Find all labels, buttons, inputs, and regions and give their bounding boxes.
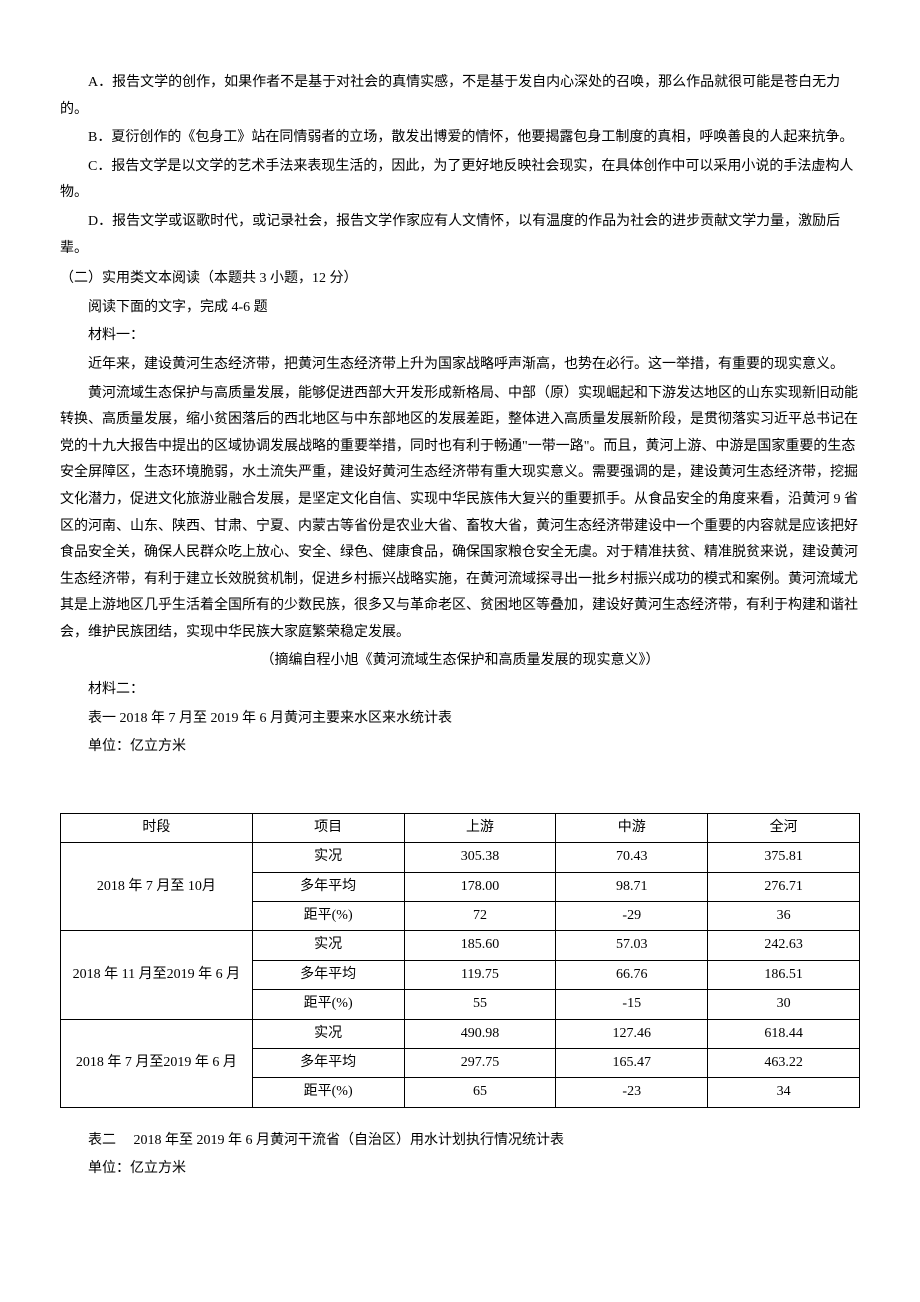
- material-1-paragraph-1: 近年来，建设黄河生态经济带，把黄河生态经济带上升为国家战略呼声渐高，也势在必行。…: [60, 352, 860, 379]
- table-row: 2018 年 7 月至2019 年 6 月 实况 490.98 127.46 6…: [61, 1019, 860, 1048]
- data-cell: 70.43: [556, 843, 708, 872]
- header-item: 项目: [252, 813, 404, 842]
- data-cell: 65: [404, 1078, 556, 1107]
- option-b: B．夏衍创作的《包身工》站在同情弱者的立场，散发出博爱的情怀，他要揭露包身工制度…: [60, 125, 860, 152]
- data-cell: 98.71: [556, 872, 708, 901]
- data-cell: 127.46: [556, 1019, 708, 1048]
- data-cell: 463.22: [708, 1048, 860, 1077]
- header-period: 时段: [61, 813, 253, 842]
- material-2-label: 材料二：: [60, 677, 860, 704]
- item-cell: 多年平均: [252, 872, 404, 901]
- data-cell: 72: [404, 902, 556, 931]
- section-2-heading: （二）实用类文本阅读（本题共 3 小题，12 分）: [60, 266, 860, 293]
- item-cell: 距平(%): [252, 1078, 404, 1107]
- period-cell: 2018 年 7 月至 10月: [61, 843, 253, 931]
- item-cell: 距平(%): [252, 990, 404, 1019]
- material-1-label: 材料一：: [60, 323, 860, 350]
- table-2-unit: 单位：亿立方米: [60, 1156, 860, 1183]
- reading-instruction: 阅读下面的文字，完成 4-6 题: [60, 295, 860, 322]
- option-a: A．报告文学的创作，如果作者不是基于对社会的真情实感，不是基于发自内心深处的召唤…: [60, 70, 860, 123]
- table-1-title: 表一 2018 年 7 月至 2019 年 6 月黄河主要来水区来水统计表: [60, 706, 860, 733]
- data-cell: 490.98: [404, 1019, 556, 1048]
- data-cell: 36: [708, 902, 860, 931]
- item-cell: 多年平均: [252, 960, 404, 989]
- data-cell: 618.44: [708, 1019, 860, 1048]
- header-whole: 全河: [708, 813, 860, 842]
- data-cell: -15: [556, 990, 708, 1019]
- period-cell: 2018 年 7 月至2019 年 6 月: [61, 1019, 253, 1107]
- table-1-unit: 单位：亿立方米: [60, 734, 860, 761]
- item-cell: 实况: [252, 931, 404, 960]
- data-cell: 55: [404, 990, 556, 1019]
- data-cell: 186.51: [708, 960, 860, 989]
- data-cell: 276.71: [708, 872, 860, 901]
- data-cell: 375.81: [708, 843, 860, 872]
- data-cell: 242.63: [708, 931, 860, 960]
- water-statistics-table: 时段 项目 上游 中游 全河 2018 年 7 月至 10月 实况 305.38…: [60, 813, 860, 1108]
- item-cell: 实况: [252, 843, 404, 872]
- data-cell: 185.60: [404, 931, 556, 960]
- data-cell: -23: [556, 1078, 708, 1107]
- data-cell: 119.75: [404, 960, 556, 989]
- data-cell: 305.38: [404, 843, 556, 872]
- header-midstream: 中游: [556, 813, 708, 842]
- data-cell: -29: [556, 902, 708, 931]
- data-cell: 297.75: [404, 1048, 556, 1077]
- table-2-title: 表二 2018 年至 2019 年 6 月黄河干流省（自治区）用水计划执行情况统…: [60, 1128, 860, 1155]
- data-cell: 57.03: [556, 931, 708, 960]
- material-1-paragraph-2: 黄河流域生态保护与高质量发展，能够促进西部大开发形成新格局、中部（原）实现崛起和…: [60, 381, 860, 647]
- data-cell: 178.00: [404, 872, 556, 901]
- data-cell: 66.76: [556, 960, 708, 989]
- period-cell: 2018 年 11 月至2019 年 6 月: [61, 931, 253, 1019]
- material-1-citation: （摘编自程小旭《黄河流域生态保护和高质量发展的现实意义》）: [60, 648, 860, 675]
- data-cell: 34: [708, 1078, 860, 1107]
- option-c: C．报告文学是以文学的艺术手法来表现生活的，因此，为了更好地反映社会现实，在具体…: [60, 154, 860, 207]
- data-cell: 165.47: [556, 1048, 708, 1077]
- header-upstream: 上游: [404, 813, 556, 842]
- spacer: [60, 763, 860, 813]
- table-row: 2018 年 11 月至2019 年 6 月 实况 185.60 57.03 2…: [61, 931, 860, 960]
- table-row: 2018 年 7 月至 10月 实况 305.38 70.43 375.81: [61, 843, 860, 872]
- table-header-row: 时段 项目 上游 中游 全河: [61, 813, 860, 842]
- data-cell: 30: [708, 990, 860, 1019]
- option-d: D．报告文学或讴歌时代，或记录社会，报告文学作家应有人文情怀，以有温度的作品为社…: [60, 209, 860, 262]
- item-cell: 距平(%): [252, 902, 404, 931]
- item-cell: 多年平均: [252, 1048, 404, 1077]
- table-body: 2018 年 7 月至 10月 实况 305.38 70.43 375.81 多…: [61, 843, 860, 1108]
- item-cell: 实况: [252, 1019, 404, 1048]
